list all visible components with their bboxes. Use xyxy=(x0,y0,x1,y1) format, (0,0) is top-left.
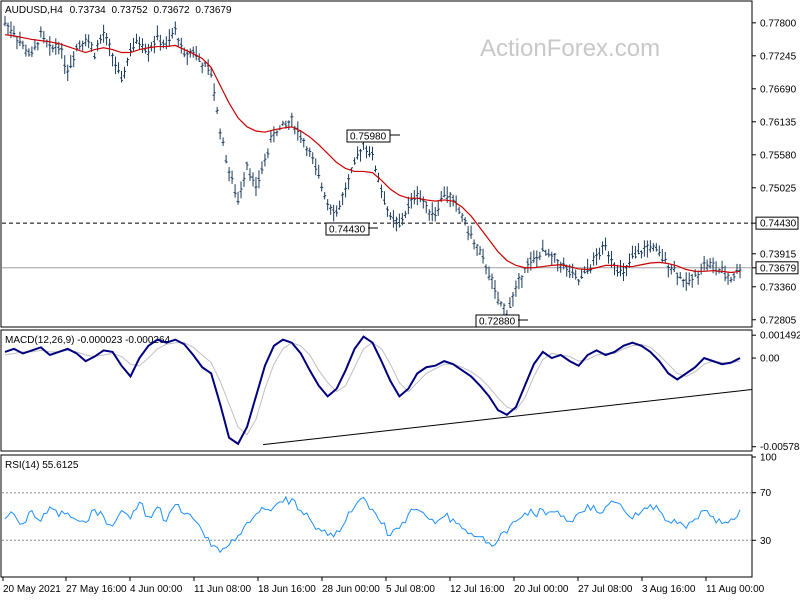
watermark: ActionForex.com xyxy=(480,35,660,62)
time-tick-label: 4 Jun 00:00 xyxy=(130,584,183,595)
macd-tick-label: 0.001492 xyxy=(760,331,800,342)
rsi-tick-label: 100 xyxy=(760,453,777,464)
time-tick-label: 5 Jul 08:00 xyxy=(386,584,435,595)
macd-label: MACD(12,26,9) -0.000023 -0.000264 xyxy=(5,335,171,346)
macd-lines xyxy=(4,335,753,446)
price-annotation-box xyxy=(325,222,370,236)
svg-text:AUDUSD,H4 0.73734: AUDUSD,H4 0.73734 0.73752 0.73672 0.7367… xyxy=(5,5,232,16)
rsi-panel: RSI(14) 55.6125 100 70 30 xyxy=(0,453,777,578)
price-annotation-box xyxy=(475,314,520,328)
macd-trendline xyxy=(262,388,753,446)
moving-average-line xyxy=(4,34,741,274)
macd-y-axis: 0.001492 0.00 -0.005784 xyxy=(752,331,800,453)
macd-panel: MACD(12,26,9) -0.000023 -0.000264 0.0014… xyxy=(0,329,800,453)
symbol-label: AUDUSD,H4 xyxy=(5,5,63,16)
price-tick-label: 0.74430 xyxy=(760,219,797,230)
price-tick-label: 0.77245 xyxy=(760,51,797,62)
rsi-line xyxy=(4,495,741,554)
rsi-label: RSI(14) 55.6125 xyxy=(5,460,79,471)
ohlc-open: 0.73734 xyxy=(70,5,107,16)
price-tick-label: 0.76135 xyxy=(760,117,797,128)
macd-tick-label: 0.00 xyxy=(760,354,780,365)
price-reference-lines xyxy=(2,222,752,269)
price-tick-label: 0.73915 xyxy=(760,249,797,260)
price-tick-label: 0.76690 xyxy=(760,84,797,95)
price-annotation-box xyxy=(346,129,391,143)
price-tick-label: 0.77800 xyxy=(760,18,797,29)
time-tick-label: 20 Jul 00:00 xyxy=(514,584,569,595)
price-tick-label: 0.73360 xyxy=(760,282,797,293)
price-tick-label: 0.75025 xyxy=(760,183,797,194)
time-tick-label: 11 Jun 08:00 xyxy=(194,584,252,595)
price-panel: ActionForex.com AUDUSD,H4 0.73734 0.7375… xyxy=(0,0,799,328)
time-tick-label: 18 Jun 16:00 xyxy=(258,584,316,595)
rsi-tick-label: 70 xyxy=(760,488,772,499)
rsi-y-axis: 100 70 30 xyxy=(752,453,777,547)
price-annotations: 0.75980 0.74430 0.72880 xyxy=(325,129,528,328)
price-annotation-label: 0.72880 xyxy=(479,317,516,328)
moving-average xyxy=(4,34,741,274)
ohlc-low: 0.73672 xyxy=(153,5,190,16)
price-tick-label: 0.73679 xyxy=(760,263,797,274)
rsi-lines xyxy=(2,492,752,554)
time-tick-label: 27 Jul 08:00 xyxy=(578,584,633,595)
time-tick-label: 3 Aug 16:00 xyxy=(642,584,696,595)
price-annotation-label: 0.75980 xyxy=(350,132,387,143)
time-tick-label: 27 May 16:00 xyxy=(66,584,127,595)
time-tick-label: 12 Jul 16:00 xyxy=(450,584,505,595)
time-axis: 20 May 2021 27 May 16:00 4 Jun 00:00 11 Jun… xyxy=(2,577,765,595)
price-y-axis: 0.77800 0.77245 0.76690 0.76135 0.75580 0.750… xyxy=(752,18,799,326)
time-tick-label: 28 Jun 00:00 xyxy=(322,584,380,595)
ohlc-high: 0.73752 xyxy=(112,5,149,16)
ohlc-close: 0.73679 xyxy=(195,5,232,16)
price-tick-label: 0.72805 xyxy=(760,315,797,326)
macd-main-line xyxy=(4,335,741,446)
resistance-price-box xyxy=(755,216,799,230)
rsi-tick-label: 30 xyxy=(760,536,772,547)
time-tick-label: 20 May 2021 xyxy=(3,584,61,595)
price-tick-label: 0.75580 xyxy=(760,150,797,161)
current-price-box xyxy=(755,261,799,275)
macd-tick-label: -0.005784 xyxy=(760,442,800,453)
price-annotation-label: 0.74430 xyxy=(329,225,366,236)
time-tick-label: 11 Aug 00:00 xyxy=(706,584,765,595)
